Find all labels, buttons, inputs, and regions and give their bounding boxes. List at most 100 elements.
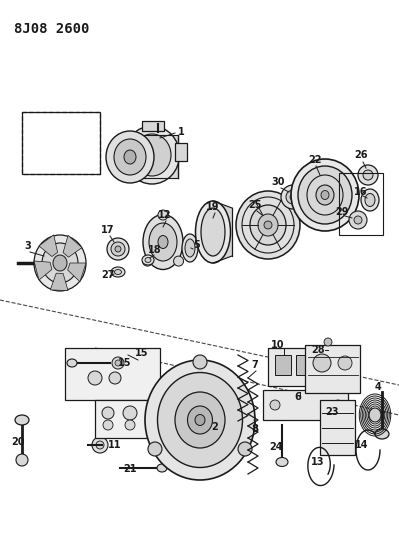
Circle shape	[174, 256, 184, 266]
Circle shape	[238, 442, 252, 456]
Ellipse shape	[143, 214, 183, 270]
Ellipse shape	[115, 246, 121, 252]
Circle shape	[88, 371, 102, 385]
Ellipse shape	[34, 235, 86, 291]
Text: 10: 10	[271, 340, 285, 350]
Ellipse shape	[111, 267, 125, 277]
Ellipse shape	[67, 359, 77, 367]
Ellipse shape	[42, 243, 78, 283]
Ellipse shape	[250, 205, 286, 245]
Text: 14: 14	[355, 440, 369, 450]
Ellipse shape	[258, 214, 278, 236]
Ellipse shape	[142, 255, 154, 265]
Ellipse shape	[145, 257, 151, 262]
Ellipse shape	[188, 406, 213, 434]
Text: 15: 15	[135, 348, 148, 358]
Text: 2: 2	[211, 422, 218, 432]
Circle shape	[142, 256, 152, 266]
Polygon shape	[50, 273, 68, 290]
Ellipse shape	[114, 139, 146, 175]
Text: 5: 5	[193, 240, 200, 250]
Bar	[305, 345, 360, 393]
Circle shape	[338, 356, 352, 370]
Ellipse shape	[106, 131, 154, 183]
Circle shape	[281, 185, 305, 209]
Text: 24: 24	[269, 442, 283, 452]
Ellipse shape	[276, 457, 288, 466]
Ellipse shape	[111, 242, 125, 256]
Circle shape	[270, 400, 280, 410]
Ellipse shape	[124, 150, 136, 164]
Text: 6: 6	[294, 392, 301, 402]
Circle shape	[349, 211, 367, 229]
Ellipse shape	[133, 134, 171, 176]
Circle shape	[286, 190, 300, 204]
Text: 20: 20	[11, 437, 25, 447]
Polygon shape	[68, 263, 86, 281]
Circle shape	[313, 354, 331, 372]
Ellipse shape	[115, 270, 122, 274]
Circle shape	[103, 420, 113, 430]
Text: 27: 27	[101, 270, 115, 280]
Ellipse shape	[201, 208, 225, 256]
Ellipse shape	[365, 193, 375, 206]
Circle shape	[16, 454, 28, 466]
Circle shape	[109, 372, 121, 384]
Circle shape	[354, 216, 362, 224]
Bar	[339, 173, 383, 235]
Text: 18: 18	[148, 245, 162, 255]
Ellipse shape	[264, 221, 272, 229]
Ellipse shape	[298, 166, 352, 224]
Ellipse shape	[291, 159, 359, 231]
Bar	[275, 355, 291, 375]
Circle shape	[125, 420, 135, 430]
Text: 26: 26	[354, 150, 368, 160]
Text: 8J08 2600: 8J08 2600	[14, 22, 89, 36]
Circle shape	[123, 406, 137, 420]
Bar	[22, 112, 100, 174]
Ellipse shape	[145, 360, 255, 480]
Text: 8: 8	[251, 424, 259, 434]
Circle shape	[96, 441, 104, 449]
Polygon shape	[39, 235, 57, 256]
Ellipse shape	[157, 464, 167, 472]
Bar	[142, 121, 164, 131]
Ellipse shape	[369, 408, 381, 422]
Text: 4: 4	[375, 382, 381, 392]
Ellipse shape	[15, 415, 29, 425]
Circle shape	[193, 355, 207, 369]
Text: 30: 30	[271, 177, 285, 187]
Circle shape	[148, 442, 162, 456]
Bar	[65, 348, 160, 400]
Polygon shape	[130, 135, 178, 178]
Bar	[268, 348, 320, 386]
Text: 11: 11	[108, 440, 122, 450]
Circle shape	[324, 338, 332, 346]
Ellipse shape	[182, 234, 198, 262]
Ellipse shape	[53, 255, 67, 271]
Ellipse shape	[375, 429, 389, 439]
Ellipse shape	[149, 223, 177, 261]
Polygon shape	[34, 261, 52, 280]
Text: 12: 12	[158, 210, 172, 220]
Text: 17: 17	[101, 225, 115, 235]
Ellipse shape	[196, 201, 231, 263]
Bar	[22, 112, 100, 174]
Text: 16: 16	[354, 187, 368, 197]
Ellipse shape	[185, 239, 195, 257]
Circle shape	[333, 400, 343, 410]
Text: 22: 22	[308, 155, 322, 165]
Circle shape	[112, 357, 124, 369]
Ellipse shape	[158, 373, 243, 467]
Text: 13: 13	[311, 457, 325, 467]
Ellipse shape	[236, 191, 300, 259]
Polygon shape	[63, 236, 82, 257]
Text: 3: 3	[25, 241, 32, 251]
Bar	[296, 355, 310, 375]
Bar	[175, 143, 187, 161]
Bar	[95, 400, 147, 438]
Text: 19: 19	[206, 202, 220, 212]
Text: 28: 28	[311, 345, 325, 355]
Circle shape	[358, 165, 378, 185]
Text: 21: 21	[123, 464, 137, 474]
